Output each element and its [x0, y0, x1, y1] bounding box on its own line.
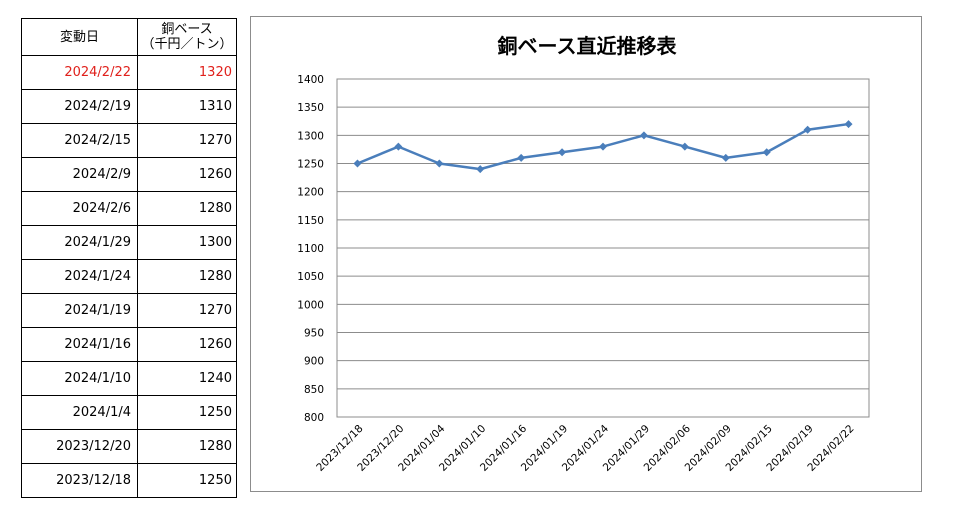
- data-point: [721, 153, 730, 162]
- row-price: 1270: [137, 293, 237, 328]
- row-date: 2024/2/15: [21, 123, 138, 158]
- data-point: [803, 125, 812, 134]
- y-tick-label: 850: [304, 384, 324, 396]
- row-price: 1250: [137, 463, 237, 498]
- header-price-line2: （千円／トン）: [141, 37, 233, 52]
- row-price: 1260: [137, 157, 237, 192]
- data-point: [353, 159, 362, 168]
- series-layer: [353, 120, 853, 174]
- data-point: [435, 159, 444, 168]
- price-table: 変動日 銅ベース （千円／トン） 2024/2/22 1320 2024/2/19 1…: [21, 18, 237, 498]
- y-tick-label: 1050: [297, 271, 324, 283]
- table-row: 2024/2/15 1270: [21, 123, 237, 158]
- y-tick-label: 1250: [297, 159, 324, 171]
- data-point: [599, 142, 607, 151]
- row-price: 1240: [137, 361, 237, 396]
- row-date: 2024/1/29: [21, 225, 138, 260]
- data-point: [476, 165, 485, 174]
- y-tick-label: 1400: [297, 74, 324, 86]
- header-date: 変動日: [21, 18, 138, 56]
- data-point: [558, 148, 567, 157]
- y-tick-label: 1100: [297, 243, 324, 255]
- y-axis-ticks: 800 850 900 950 1000 1050 1100 1150 1200 1250 1300…: [297, 74, 324, 424]
- table-row: 2024/2/19 1310: [21, 89, 237, 124]
- row-date: 2024/2/6: [21, 191, 138, 226]
- data-point: [639, 131, 648, 140]
- row-date: 2024/1/16: [21, 327, 138, 362]
- chart-area: 銅ベース直近推移表 800 850 900 950 1000 1050 1100 1150 12…: [250, 16, 922, 492]
- row-date: 2024/1/19: [21, 293, 138, 328]
- data-point: [394, 142, 403, 151]
- y-tick-label: 1000: [297, 299, 324, 311]
- y-tick-label: 1200: [297, 187, 324, 199]
- row-price: 1300: [137, 225, 237, 260]
- table-header-row: 変動日 銅ベース （千円／トン）: [21, 18, 237, 56]
- y-tick-label: 1350: [297, 102, 324, 114]
- grid-lines: [336, 78, 870, 418]
- table-row: 2024/2/22 1320: [21, 55, 237, 90]
- y-tick-label: 1150: [297, 215, 324, 227]
- row-date: 2024/1/10: [21, 361, 138, 396]
- y-tick-label: 950: [304, 328, 324, 340]
- table-row: 2023/12/20 1280: [21, 429, 237, 464]
- row-date: 2024/2/22: [21, 55, 138, 90]
- y-tick-label: 900: [304, 356, 324, 368]
- data-point: [517, 153, 526, 162]
- line-chart: 銅ベース直近推移表 800 850 900 950 1000 1050 1100 1150 12…: [297, 34, 870, 474]
- data-point: [680, 142, 689, 151]
- row-price: 1280: [137, 259, 237, 294]
- row-price: 1320: [137, 55, 237, 90]
- row-price: 1250: [137, 395, 237, 430]
- row-price: 1310: [137, 89, 237, 124]
- header-price-line1: 銅ベース: [161, 22, 213, 37]
- y-tick-label: 1300: [297, 130, 324, 142]
- table-row: 2024/2/6 1280: [21, 191, 237, 226]
- table-row: 2023/12/18 1250: [21, 463, 237, 498]
- y-tick-label: 800: [304, 412, 324, 424]
- row-price: 1280: [137, 429, 237, 464]
- plot-border: [336, 78, 870, 418]
- row-price: 1280: [137, 191, 237, 226]
- row-price: 1260: [137, 327, 237, 362]
- table-row: 2024/1/19 1270: [21, 293, 237, 328]
- table-row: 2024/1/16 1260: [21, 327, 237, 362]
- row-price: 1270: [137, 123, 237, 158]
- row-date: 2023/12/20: [21, 429, 138, 464]
- row-date: 2024/1/24: [21, 259, 138, 294]
- table-body: 2024/2/22 1320 2024/2/19 1310 2024/2/15 1270 2…: [21, 55, 237, 498]
- table-row: 2024/1/24 1280: [21, 259, 237, 294]
- row-date: 2024/2/9: [21, 157, 138, 192]
- row-date: 2024/2/19: [21, 89, 138, 124]
- header-price: 銅ベース （千円／トン）: [137, 18, 237, 56]
- table-row: 2024/1/10 1240: [21, 361, 237, 396]
- x-axis-ticks: 2023/12/182023/12/202024/01/042024/01/10…: [314, 422, 856, 474]
- chart-title: 銅ベース直近推移表: [498, 34, 678, 58]
- row-date: 2023/12/18: [21, 463, 138, 498]
- table-row: 2024/2/9 1260: [21, 157, 237, 192]
- row-date: 2024/1/4: [21, 395, 138, 430]
- table-row: 2024/1/29 1300: [21, 225, 237, 260]
- data-point: [762, 148, 771, 157]
- table-row: 2024/1/4 1250: [21, 395, 237, 430]
- data-point: [844, 120, 853, 129]
